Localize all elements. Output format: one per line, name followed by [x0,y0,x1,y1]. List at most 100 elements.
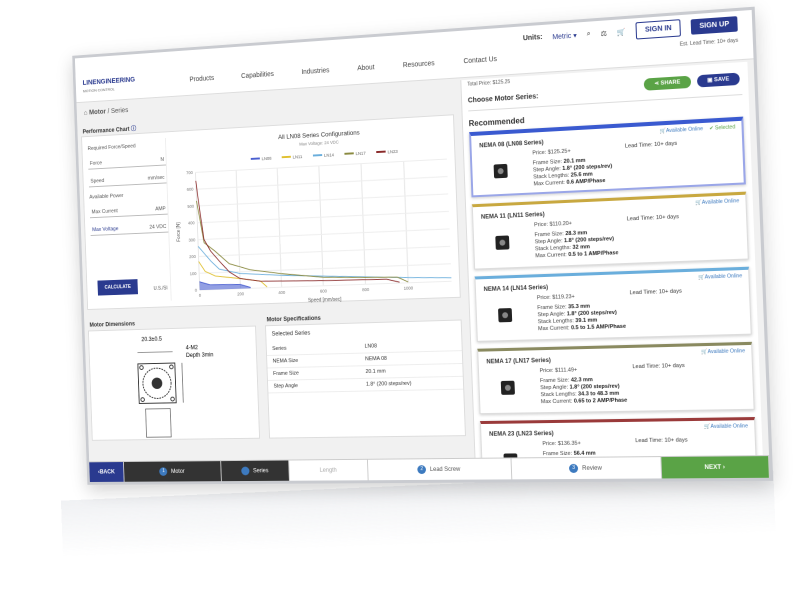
sign-up-button[interactable]: SIGN UP [690,16,738,35]
available-online[interactable]: 🛒Available Online [698,273,743,281]
performance-chart: All LN08 Series Configurations Max Voltag… [169,119,455,304]
voltage-select[interactable]: Max Voltage 24 VDC [90,214,169,236]
search-icon[interactable]: ⌕ [586,30,591,38]
nav-resources[interactable]: Resources [402,60,435,70]
spec-value: LN08 [364,343,378,350]
spec-value: 20.1 mm [365,368,386,375]
grid-line-y [198,229,450,240]
grid-line-y [197,194,449,206]
series-card[interactable]: 🛒Available Online ✔ Selected NEMA 08 (LN0… [469,116,746,198]
y-tick-label: 100 [190,271,197,276]
series-card[interactable]: 🛒Available Online NEMA 14 (LN14 Series) … [474,266,752,342]
x-tick-label: 200 [237,291,245,296]
motor-image [500,380,515,395]
speed-input[interactable]: Speed mm/sec [88,165,167,188]
breadcrumb-series: Series [110,107,129,115]
legend-swatch-LN23 [376,152,385,153]
step-review[interactable]: 3 Review [511,457,663,480]
unit-toggle[interactable]: U.S./SI [153,285,168,292]
units-value: Metric [552,32,572,41]
series-card[interactable]: 🛒Available Online NEMA 23 (LN23 Series) … [479,417,758,458]
spec-row: Step Angle 1.8° (200 steps/rev) [267,376,464,394]
nav-about[interactable]: About [357,64,375,73]
y-tick-label: 0 [195,288,198,293]
y-tick-label: 700 [186,170,193,175]
step-length[interactable]: Length [289,459,369,481]
series-card[interactable]: 🛒Available Online NEMA 11 (LN11 Series) … [471,191,749,270]
nav-capabilities[interactable]: Capabilities [240,71,275,81]
step-motor[interactable]: 1 Motor [123,461,222,482]
breadcrumb-motor[interactable]: Motor [88,108,106,117]
step-footer: ‹ BACK 1 Motor Series Length 2 Lead Screw 3 Revi… [89,455,770,482]
home-icon[interactable]: ⌂ [83,109,88,117]
x-tick-label: 400 [278,290,286,295]
lead-time: Lead Time: 10+ days [626,214,680,223]
selected-badge: ✔ Selected [709,124,736,132]
card-info: Price: $110.20+ Frame Size: 28.3 mm Step A… [533,220,619,260]
available-online[interactable]: 🛒Available Online [701,348,746,356]
lead-time: Lead Time: 10+ days [632,362,685,371]
svg-text:Depth 3min: Depth 3min [186,352,214,359]
legend-label-LN23: LN23 [387,149,398,155]
main-nav: Products Capabilities Industries About Resou… [189,56,497,83]
grid-line-x [361,164,365,285]
available-online[interactable]: 🛒Available Online [703,423,749,431]
nav-industries[interactable]: Industries [301,67,330,76]
card-title: NEMA 08 (LN08 Series) [479,139,544,150]
card-title: NEMA 11 (LN11 Series) [480,211,545,221]
step-lead-screw[interactable]: 2 Lead Screw [367,458,513,481]
spec-value: NEMA 08 [365,355,388,363]
nav-contact-us[interactable]: Contact Us [463,56,498,66]
performance-form: Required Force/Speed Force N Speed mm/sec … [87,138,172,304]
dimensions-panel: Motor Dimensions 20.3±0.5 4-M2 Depth 3mi… [87,314,261,441]
info-icon[interactable]: ⓘ [130,126,137,133]
grid-line-x [236,170,240,288]
x-tick-label: 0 [199,293,202,298]
lead-time: Lead Time: 10+ days [635,437,688,445]
motor-image [495,235,510,250]
motor-image [493,163,508,179]
spec-label: Frame Size [273,370,300,377]
y-tick-label: 300 [189,237,196,242]
legend-label-LN08: LN08 [262,156,273,162]
y-tick-label: 400 [188,220,195,225]
price: Price: $110.20+ [533,220,573,229]
back-button[interactable]: ‹ BACK [89,462,125,482]
grid-line-x [404,161,409,282]
grid-line-y [196,177,447,190]
x-tick-label: 600 [320,288,328,293]
legend-swatch-LN14 [313,155,322,156]
y-axis-label: Force [N] [176,222,182,242]
nav-products[interactable]: Products [189,75,215,84]
step-series[interactable]: Series [221,460,290,482]
specs-heading: Selected Series [271,330,311,338]
spec-label: Series [272,345,287,352]
units-select[interactable]: Metric ▾ [552,32,577,41]
price: Price: $136.35+ [542,440,581,448]
card-info: Price: $119.23+ Frame Size: 35.3 mm Step A… [536,294,627,333]
save-button[interactable]: ▣ SAVE [696,72,740,88]
spec-label: Step Angle [273,383,299,390]
card-title: NEMA 17 (LN17 Series) [486,357,552,366]
calculate-button[interactable]: CALCULATE [97,279,139,296]
sign-in-button[interactable]: SIGN IN [635,19,682,40]
card-info: Price: $111.49+ Frame Size: 42.3 mm Step A… [539,367,628,406]
svg-text:20.3±0.5: 20.3±0.5 [141,337,162,343]
available-online[interactable]: 🛒Available Online [695,198,740,207]
grid-line-x [277,168,281,287]
next-button[interactable]: NEXT › [661,456,770,479]
lead-time: Est. Lead Time: 10+ days [679,37,739,48]
price: Price: $111.49+ [539,367,578,375]
card-info: Price: $125.25+ Frame Size: 20.1 mm Step A… [532,146,613,188]
cart-icon[interactable]: 🛒 [616,28,626,37]
legend-label-LN11: LN11 [293,154,303,160]
chart-subtitle: Max Voltage: 24 VDC [299,139,339,146]
grid-line-y [197,211,449,222]
available-online[interactable]: 🛒Available Online ✔ Selected [659,124,736,135]
series-card[interactable]: 🛒Available Online NEMA 17 (LN17 Series) … [477,341,755,415]
logo[interactable]: LINENGINEERING MOTION CONTROL [83,77,136,95]
chart-title: All LN08 Series Configurations [278,129,360,141]
x-axis-label: Speed [mm/sec] [308,297,342,304]
compare-icon[interactable]: ⚖ [600,29,608,38]
